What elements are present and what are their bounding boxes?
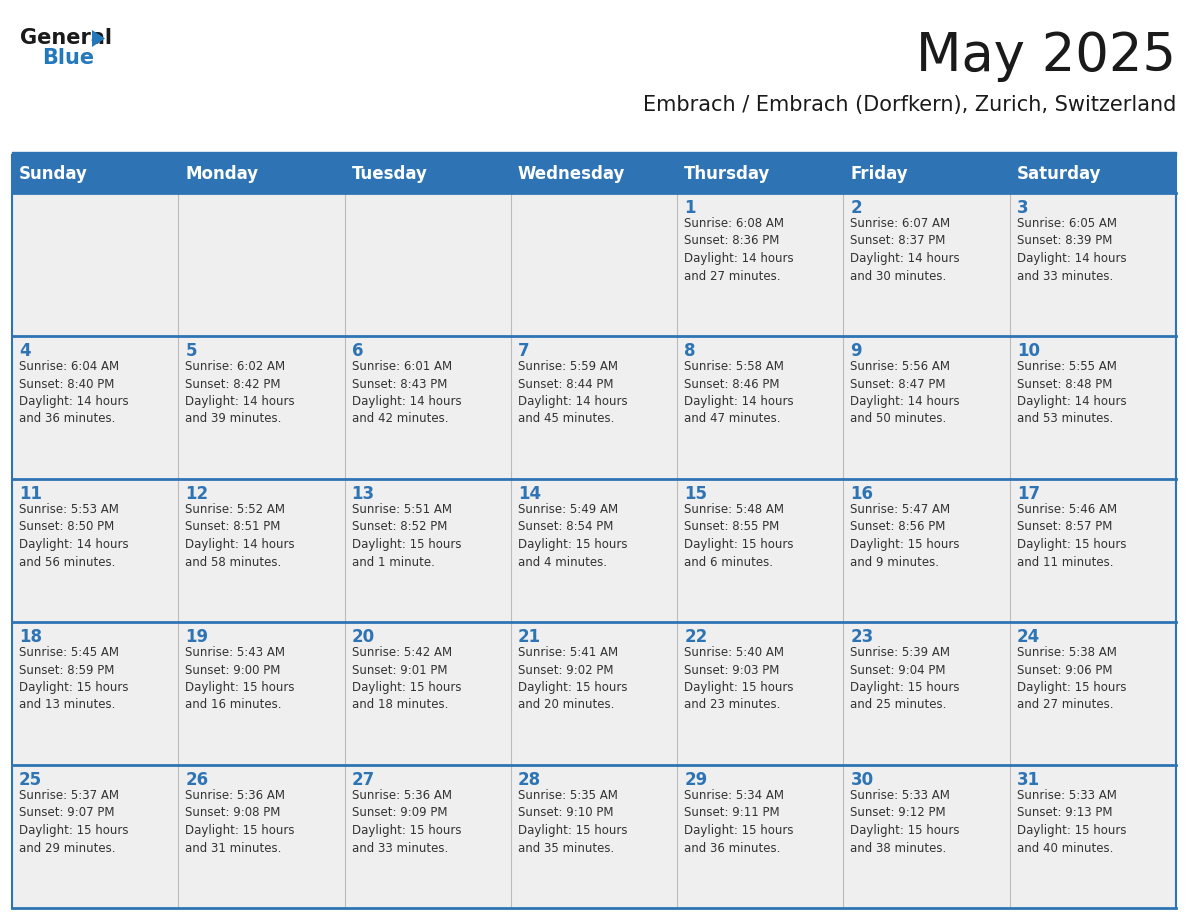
Bar [12, 336, 1176, 479]
Text: Sunrise: 5:46 AM
Sunset: 8:57 PM
Daylight: 15 hours
and 11 minutes.: Sunrise: 5:46 AM Sunset: 8:57 PM Dayligh… [1017, 503, 1126, 568]
Bar [12, 765, 1176, 908]
Text: Wednesday: Wednesday [518, 165, 625, 183]
Text: 19: 19 [185, 628, 208, 646]
Text: Sunrise: 6:05 AM
Sunset: 8:39 PM
Daylight: 14 hours
and 33 minutes.: Sunrise: 6:05 AM Sunset: 8:39 PM Dayligh… [1017, 217, 1126, 283]
Text: 24: 24 [1017, 628, 1040, 646]
Text: 6: 6 [352, 342, 364, 360]
Text: 22: 22 [684, 628, 707, 646]
Text: Sunrise: 5:39 AM
Sunset: 9:04 PM
Daylight: 15 hours
and 25 minutes.: Sunrise: 5:39 AM Sunset: 9:04 PM Dayligh… [851, 646, 960, 711]
Text: Sunrise: 5:59 AM
Sunset: 8:44 PM
Daylight: 14 hours
and 45 minutes.: Sunrise: 5:59 AM Sunset: 8:44 PM Dayligh… [518, 360, 627, 426]
Text: 14: 14 [518, 485, 541, 503]
Text: 11: 11 [19, 485, 42, 503]
Text: Sunrise: 5:49 AM
Sunset: 8:54 PM
Daylight: 15 hours
and 4 minutes.: Sunrise: 5:49 AM Sunset: 8:54 PM Dayligh… [518, 503, 627, 568]
Text: Embrach / Embrach (Dorfkern), Zurich, Switzerland: Embrach / Embrach (Dorfkern), Zurich, Sw… [643, 95, 1176, 115]
Text: Sunrise: 5:58 AM
Sunset: 8:46 PM
Daylight: 14 hours
and 47 minutes.: Sunrise: 5:58 AM Sunset: 8:46 PM Dayligh… [684, 360, 794, 426]
Text: Thursday: Thursday [684, 165, 771, 183]
Text: 8: 8 [684, 342, 696, 360]
Text: 30: 30 [851, 771, 873, 789]
Bar [12, 193, 1176, 336]
Text: Sunrise: 5:37 AM
Sunset: 9:07 PM
Daylight: 15 hours
and 29 minutes.: Sunrise: 5:37 AM Sunset: 9:07 PM Dayligh… [19, 789, 128, 855]
Text: Sunrise: 6:04 AM
Sunset: 8:40 PM
Daylight: 14 hours
and 36 minutes.: Sunrise: 6:04 AM Sunset: 8:40 PM Dayligh… [19, 360, 128, 426]
Text: Sunrise: 5:53 AM
Sunset: 8:50 PM
Daylight: 14 hours
and 56 minutes.: Sunrise: 5:53 AM Sunset: 8:50 PM Dayligh… [19, 503, 128, 568]
Text: 2: 2 [851, 199, 862, 217]
Text: Sunrise: 5:34 AM
Sunset: 9:11 PM
Daylight: 15 hours
and 36 minutes.: Sunrise: 5:34 AM Sunset: 9:11 PM Dayligh… [684, 789, 794, 855]
Bar [12, 155, 1176, 193]
Text: 4: 4 [19, 342, 31, 360]
Text: Sunrise: 5:36 AM
Sunset: 9:08 PM
Daylight: 15 hours
and 31 minutes.: Sunrise: 5:36 AM Sunset: 9:08 PM Dayligh… [185, 789, 295, 855]
Text: 9: 9 [851, 342, 862, 360]
Text: 29: 29 [684, 771, 707, 789]
Text: Monday: Monday [185, 165, 259, 183]
Text: 3: 3 [1017, 199, 1029, 217]
Text: May 2025: May 2025 [916, 30, 1176, 82]
Text: Sunrise: 5:47 AM
Sunset: 8:56 PM
Daylight: 15 hours
and 9 minutes.: Sunrise: 5:47 AM Sunset: 8:56 PM Dayligh… [851, 503, 960, 568]
Text: Sunrise: 6:08 AM
Sunset: 8:36 PM
Daylight: 14 hours
and 27 minutes.: Sunrise: 6:08 AM Sunset: 8:36 PM Dayligh… [684, 217, 794, 283]
Text: 26: 26 [185, 771, 208, 789]
Text: General: General [20, 28, 112, 48]
Text: Sunrise: 5:41 AM
Sunset: 9:02 PM
Daylight: 15 hours
and 20 minutes.: Sunrise: 5:41 AM Sunset: 9:02 PM Dayligh… [518, 646, 627, 711]
Text: Sunrise: 5:56 AM
Sunset: 8:47 PM
Daylight: 14 hours
and 50 minutes.: Sunrise: 5:56 AM Sunset: 8:47 PM Dayligh… [851, 360, 960, 426]
Text: Sunrise: 5:38 AM
Sunset: 9:06 PM
Daylight: 15 hours
and 27 minutes.: Sunrise: 5:38 AM Sunset: 9:06 PM Dayligh… [1017, 646, 1126, 711]
Text: 15: 15 [684, 485, 707, 503]
Text: 1: 1 [684, 199, 696, 217]
Text: 18: 18 [19, 628, 42, 646]
Text: Sunrise: 5:33 AM
Sunset: 9:13 PM
Daylight: 15 hours
and 40 minutes.: Sunrise: 5:33 AM Sunset: 9:13 PM Dayligh… [1017, 789, 1126, 855]
Text: 28: 28 [518, 771, 541, 789]
Text: 21: 21 [518, 628, 541, 646]
Bar [12, 479, 1176, 622]
Text: Sunrise: 6:01 AM
Sunset: 8:43 PM
Daylight: 14 hours
and 42 minutes.: Sunrise: 6:01 AM Sunset: 8:43 PM Dayligh… [352, 360, 461, 426]
Text: Sunrise: 5:45 AM
Sunset: 8:59 PM
Daylight: 15 hours
and 13 minutes.: Sunrise: 5:45 AM Sunset: 8:59 PM Dayligh… [19, 646, 128, 711]
Text: 17: 17 [1017, 485, 1040, 503]
Text: 5: 5 [185, 342, 197, 360]
Text: 23: 23 [851, 628, 873, 646]
Text: 13: 13 [352, 485, 374, 503]
Text: Sunrise: 5:42 AM
Sunset: 9:01 PM
Daylight: 15 hours
and 18 minutes.: Sunrise: 5:42 AM Sunset: 9:01 PM Dayligh… [352, 646, 461, 711]
Text: Sunrise: 5:55 AM
Sunset: 8:48 PM
Daylight: 14 hours
and 53 minutes.: Sunrise: 5:55 AM Sunset: 8:48 PM Dayligh… [1017, 360, 1126, 426]
Text: Sunrise: 6:07 AM
Sunset: 8:37 PM
Daylight: 14 hours
and 30 minutes.: Sunrise: 6:07 AM Sunset: 8:37 PM Dayligh… [851, 217, 960, 283]
Text: Blue: Blue [42, 48, 94, 68]
Text: Sunrise: 5:33 AM
Sunset: 9:12 PM
Daylight: 15 hours
and 38 minutes.: Sunrise: 5:33 AM Sunset: 9:12 PM Dayligh… [851, 789, 960, 855]
Text: 7: 7 [518, 342, 530, 360]
Text: 10: 10 [1017, 342, 1040, 360]
Text: Sunrise: 5:35 AM
Sunset: 9:10 PM
Daylight: 15 hours
and 35 minutes.: Sunrise: 5:35 AM Sunset: 9:10 PM Dayligh… [518, 789, 627, 855]
Polygon shape [91, 30, 105, 47]
Text: 31: 31 [1017, 771, 1040, 789]
Text: 16: 16 [851, 485, 873, 503]
Bar [12, 622, 1176, 765]
Text: Sunrise: 5:36 AM
Sunset: 9:09 PM
Daylight: 15 hours
and 33 minutes.: Sunrise: 5:36 AM Sunset: 9:09 PM Dayligh… [352, 789, 461, 855]
Text: 25: 25 [19, 771, 42, 789]
Text: 20: 20 [352, 628, 374, 646]
Text: Friday: Friday [851, 165, 908, 183]
Text: Sunrise: 5:40 AM
Sunset: 9:03 PM
Daylight: 15 hours
and 23 minutes.: Sunrise: 5:40 AM Sunset: 9:03 PM Dayligh… [684, 646, 794, 711]
Text: Sunday: Sunday [19, 165, 88, 183]
Text: Sunrise: 6:02 AM
Sunset: 8:42 PM
Daylight: 14 hours
and 39 minutes.: Sunrise: 6:02 AM Sunset: 8:42 PM Dayligh… [185, 360, 295, 426]
Text: Sunrise: 5:52 AM
Sunset: 8:51 PM
Daylight: 14 hours
and 58 minutes.: Sunrise: 5:52 AM Sunset: 8:51 PM Dayligh… [185, 503, 295, 568]
Text: Saturday: Saturday [1017, 165, 1101, 183]
Text: Sunrise: 5:43 AM
Sunset: 9:00 PM
Daylight: 15 hours
and 16 minutes.: Sunrise: 5:43 AM Sunset: 9:00 PM Dayligh… [185, 646, 295, 711]
Text: Sunrise: 5:51 AM
Sunset: 8:52 PM
Daylight: 15 hours
and 1 minute.: Sunrise: 5:51 AM Sunset: 8:52 PM Dayligh… [352, 503, 461, 568]
Text: Tuesday: Tuesday [352, 165, 428, 183]
Text: 27: 27 [352, 771, 375, 789]
Text: 12: 12 [185, 485, 208, 503]
Text: Sunrise: 5:48 AM
Sunset: 8:55 PM
Daylight: 15 hours
and 6 minutes.: Sunrise: 5:48 AM Sunset: 8:55 PM Dayligh… [684, 503, 794, 568]
